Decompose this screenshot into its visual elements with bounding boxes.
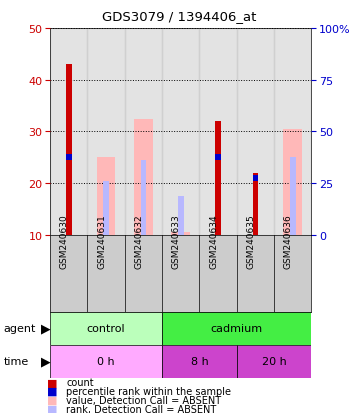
Text: cadmium: cadmium: [211, 323, 263, 333]
Bar: [237, 29, 274, 235]
Bar: [125, 29, 162, 235]
Bar: [66, 65, 72, 235]
Text: ■: ■: [47, 395, 57, 405]
Bar: [253, 176, 258, 182]
Bar: [87, 29, 125, 235]
Bar: [215, 122, 221, 235]
Bar: [237, 345, 311, 378]
Bar: [141, 161, 146, 235]
Text: GSM240636: GSM240636: [284, 214, 293, 269]
Bar: [178, 197, 184, 235]
Bar: [215, 155, 221, 161]
Bar: [97, 158, 115, 235]
Bar: [103, 181, 109, 235]
Text: ■: ■: [47, 377, 57, 387]
Text: GSM240631: GSM240631: [97, 214, 106, 269]
Text: GSM240632: GSM240632: [135, 214, 144, 269]
Bar: [162, 345, 237, 378]
Text: rank, Detection Call = ABSENT: rank, Detection Call = ABSENT: [66, 404, 217, 413]
Text: value, Detection Call = ABSENT: value, Detection Call = ABSENT: [66, 395, 221, 405]
Bar: [50, 29, 87, 235]
Bar: [50, 345, 162, 378]
Bar: [50, 312, 162, 345]
Text: ■: ■: [47, 386, 57, 396]
Bar: [290, 158, 296, 235]
Bar: [162, 29, 199, 235]
Text: GDS3079 / 1394406_at: GDS3079 / 1394406_at: [102, 10, 256, 23]
Text: percentile rank within the sample: percentile rank within the sample: [66, 386, 231, 396]
Text: GSM240635: GSM240635: [246, 214, 256, 269]
Text: 0 h: 0 h: [97, 356, 115, 366]
Text: GSM240634: GSM240634: [209, 214, 218, 269]
Bar: [274, 29, 311, 235]
Bar: [284, 130, 302, 235]
Bar: [253, 173, 258, 235]
Text: count: count: [66, 377, 94, 387]
Text: 20 h: 20 h: [262, 356, 286, 366]
Text: GSM240630: GSM240630: [60, 214, 69, 269]
Bar: [171, 233, 190, 235]
Text: ▶: ▶: [41, 322, 51, 335]
Bar: [199, 29, 237, 235]
Text: ▶: ▶: [41, 355, 51, 368]
Bar: [66, 155, 72, 161]
Bar: [162, 312, 311, 345]
Text: ■: ■: [47, 404, 57, 413]
Text: control: control: [87, 323, 125, 333]
Text: agent: agent: [4, 323, 36, 333]
Text: GSM240633: GSM240633: [172, 214, 181, 269]
Text: time: time: [4, 356, 29, 366]
Bar: [134, 119, 153, 235]
Text: 8 h: 8 h: [190, 356, 208, 366]
